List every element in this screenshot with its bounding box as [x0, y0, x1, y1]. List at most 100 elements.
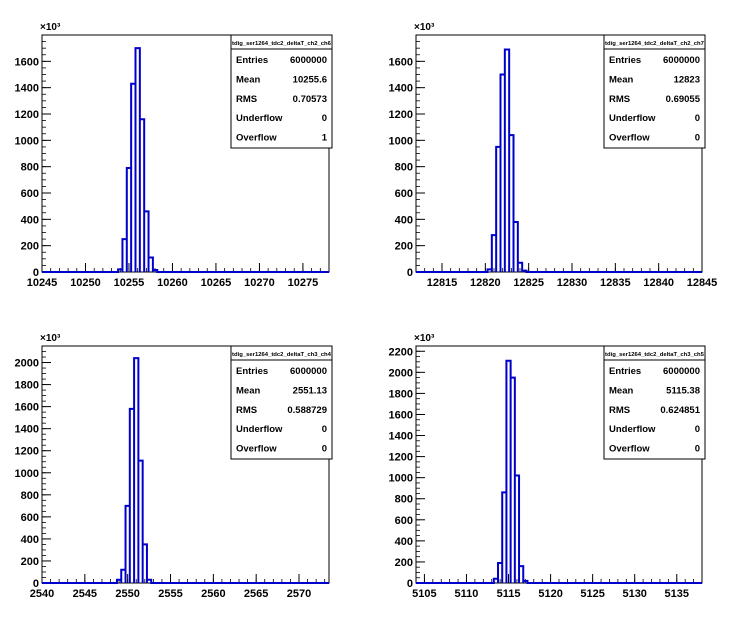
y-tick-label: 800	[21, 162, 39, 174]
y-tick-label: 1200	[389, 452, 413, 464]
stats-title: tdig_ser1264_tdc2_deltaT_ch2_ch7	[605, 41, 705, 47]
x-tick-label: 10255	[114, 277, 145, 289]
x-tick-label: 5125	[580, 588, 604, 600]
x-tick-label: 10260	[157, 277, 188, 289]
y-tick-label: 200	[21, 241, 39, 253]
stats-label: Entries	[609, 366, 641, 377]
y-tick-label: 1000	[15, 468, 39, 480]
y-tick-label: 1600	[15, 56, 39, 68]
y-exponent-label: ×10³	[40, 22, 61, 33]
y-tick-label: 1600	[389, 56, 413, 68]
x-tick-label: 2555	[158, 588, 182, 600]
stats-box: tdig_ser1264_tdc2_deltaT_ch3_ch5 Entries 6…	[603, 345, 706, 460]
y-tick-label: 200	[21, 556, 39, 568]
histogram-outline	[416, 359, 702, 584]
stats-box: tdig_ser1264_tdc2_deltaT_ch2_ch6 Entries 6…	[230, 34, 333, 149]
y-tick-label: 400	[395, 214, 413, 226]
stats-value: 0	[322, 444, 327, 455]
y-tick-label: 1600	[389, 409, 413, 421]
y-tick-label: 0	[407, 267, 413, 279]
stats-label: RMS	[609, 94, 630, 105]
x-tick-label: 5130	[622, 588, 646, 600]
stats-value: 10255.6	[293, 74, 327, 85]
y-tick-label: 1000	[15, 135, 39, 147]
stats-value: 6000000	[290, 366, 327, 377]
stats-label: Underflow	[236, 113, 283, 124]
stats-box-frame	[603, 345, 706, 460]
stats-box-frame	[230, 345, 333, 460]
y-exponent-label: ×10³	[414, 22, 435, 33]
histogram-outline	[416, 48, 702, 273]
stats-value: 6000000	[663, 366, 700, 377]
x-tick-label: 2565	[244, 588, 268, 600]
y-tick-label: 0	[407, 578, 413, 590]
stats-label: Overflow	[236, 444, 277, 455]
histogram-outline	[42, 357, 329, 584]
stats-label: Mean	[609, 74, 633, 85]
y-tick-label: 800	[21, 490, 39, 502]
stats-box-frame	[230, 34, 333, 149]
y-tick-label: 800	[395, 162, 413, 174]
stats-box-frame	[603, 34, 706, 149]
y-tick-label: 1800	[389, 388, 413, 400]
stats-value: 12823	[674, 74, 700, 85]
y-tick-label: 1600	[15, 402, 39, 414]
x-tick-label: 2545	[73, 588, 97, 600]
x-tick-label: 2570	[287, 588, 311, 600]
stats-value: 0	[695, 424, 700, 435]
x-tick-label: 10275	[288, 277, 319, 289]
x-tick-label: 2550	[115, 588, 139, 600]
stats-value: 6000000	[663, 55, 700, 66]
stats-value: 0	[695, 133, 700, 144]
stats-label: RMS	[236, 94, 257, 105]
x-tick-label: 12820	[470, 277, 501, 289]
x-tick-label: 10270	[244, 277, 275, 289]
stats-label: Underflow	[609, 113, 656, 124]
stats-value: 0	[322, 424, 327, 435]
stats-value: 0	[322, 113, 327, 124]
stats-value: 0.70573	[293, 94, 327, 105]
x-tick-label: 12825	[513, 277, 544, 289]
x-tick-label: 2560	[201, 588, 225, 600]
y-tick-label: 2000	[15, 358, 39, 370]
y-tick-label: 1400	[15, 424, 39, 436]
stats-label: Entries	[236, 55, 268, 66]
stats-title: tdig_ser1264_tdc2_deltaT_ch3_ch4	[232, 352, 332, 358]
x-tick-label: 10265	[201, 277, 232, 289]
y-tick-label: 600	[21, 512, 39, 524]
y-tick-label: 600	[21, 188, 39, 200]
stats-label: Underflow	[236, 424, 283, 435]
histogram-panel-2: 0 200 400 600 800 1000 1200 1400 1600 12815 12820 1…	[389, 22, 718, 289]
y-exponent-label: ×10³	[414, 333, 435, 344]
stats-value: 1	[322, 133, 328, 144]
y-tick-label: 1000	[389, 473, 413, 485]
y-tick-label: 600	[395, 515, 413, 527]
stats-label: Entries	[609, 55, 641, 66]
x-tick-label: 2540	[30, 588, 54, 600]
stats-label: Mean	[236, 74, 260, 85]
x-tick-label: 5120	[538, 588, 562, 600]
y-tick-label: 1400	[389, 83, 413, 95]
histogram-panel-1: 0 200 400 600 800 1000 1200 1400 1600 10245 10250 1…	[15, 22, 333, 289]
y-tick-label: 800	[395, 494, 413, 506]
x-tick-label: 10250	[70, 277, 101, 289]
stats-value: 0.588729	[287, 405, 327, 416]
stats-value: 0	[695, 113, 700, 124]
x-tick-label: 12815	[427, 277, 458, 289]
stats-label: Mean	[609, 385, 633, 396]
stats-label: Underflow	[609, 424, 656, 435]
y-tick-label: 2200	[389, 346, 413, 358]
histogram-outline	[42, 47, 329, 273]
stats-box: tdig_ser1264_tdc2_deltaT_ch2_ch7 Entries 6…	[603, 34, 706, 149]
x-tick-label: 5105	[412, 588, 436, 600]
stats-label: RMS	[609, 405, 630, 416]
x-tick-label: 12840	[643, 277, 674, 289]
y-tick-label: 600	[395, 188, 413, 200]
y-tick-label: 400	[21, 534, 39, 546]
y-tick-label: 1000	[389, 135, 413, 147]
histogram-panel-3: 0 200 400 600 800 1000 1200 1400 1600 1800 2000 254…	[15, 333, 333, 600]
x-tick-label: 12835	[600, 277, 631, 289]
y-tick-label: 1200	[15, 446, 39, 458]
x-tick-label: 5135	[665, 588, 689, 600]
x-tick-label: 5115	[497, 588, 521, 600]
